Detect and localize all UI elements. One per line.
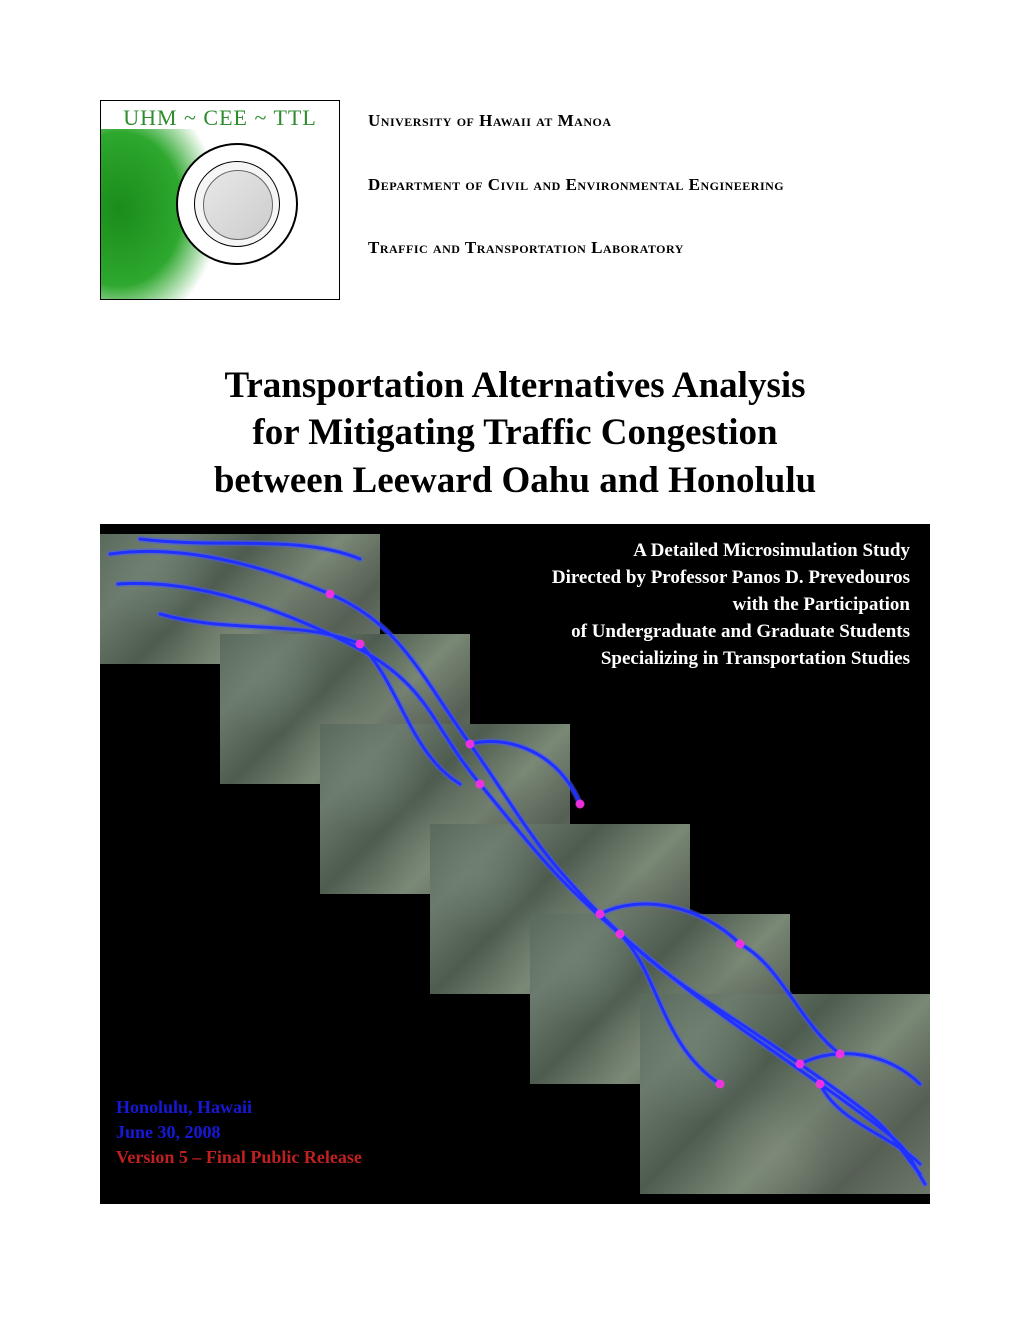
seal-globe-icon (203, 170, 273, 240)
footer-version: Version 5 – Final Public Release (116, 1145, 362, 1170)
header-row: UHM ~ CEE ~ TTL University of Hawaii at … (100, 100, 930, 300)
document-title: Transportation Alternatives Analysis for… (100, 362, 930, 504)
university-seal-icon (176, 143, 298, 265)
study-line-3: with the Participation (733, 594, 910, 615)
seal-inner (194, 161, 280, 247)
title-line-2: for Mitigating Traffic Congestion (252, 412, 777, 453)
study-line-5: Specializing in Transportation Studies (601, 648, 910, 669)
study-line-4: of Undergraduate and Graduate Students (571, 621, 910, 642)
logo-block: UHM ~ CEE ~ TTL (100, 100, 340, 300)
cover-figure: A Detailed Microsimulation Study Directe… (100, 524, 930, 1204)
footer-location: Honolulu, Hawaii (116, 1095, 362, 1120)
title-line-3: between Leeward Oahu and Honolulu (214, 460, 816, 501)
study-description: A Detailed Microsimulation Study Directe… (552, 538, 910, 673)
header-lab: Traffic and Transportation Laboratory (368, 235, 930, 261)
footer-date: June 30, 2008 (116, 1120, 362, 1145)
satellite-tile (640, 994, 930, 1194)
header-department: Department of Civil and Environmental En… (368, 172, 930, 198)
header-university: University of Hawaii at Manoa (368, 108, 930, 134)
title-line-1: Transportation Alternatives Analysis (224, 365, 805, 406)
footer-meta: Honolulu, Hawaii June 30, 2008 Version 5… (116, 1095, 362, 1171)
logo-topline: UHM ~ CEE ~ TTL (101, 105, 339, 131)
header-text-column: University of Hawaii at Manoa Department… (368, 100, 930, 261)
study-line-1: A Detailed Microsimulation Study (633, 540, 910, 561)
document-page: UHM ~ CEE ~ TTL University of Hawaii at … (0, 0, 1020, 1274)
study-line-2: Directed by Professor Panos D. Prevedour… (552, 567, 910, 588)
